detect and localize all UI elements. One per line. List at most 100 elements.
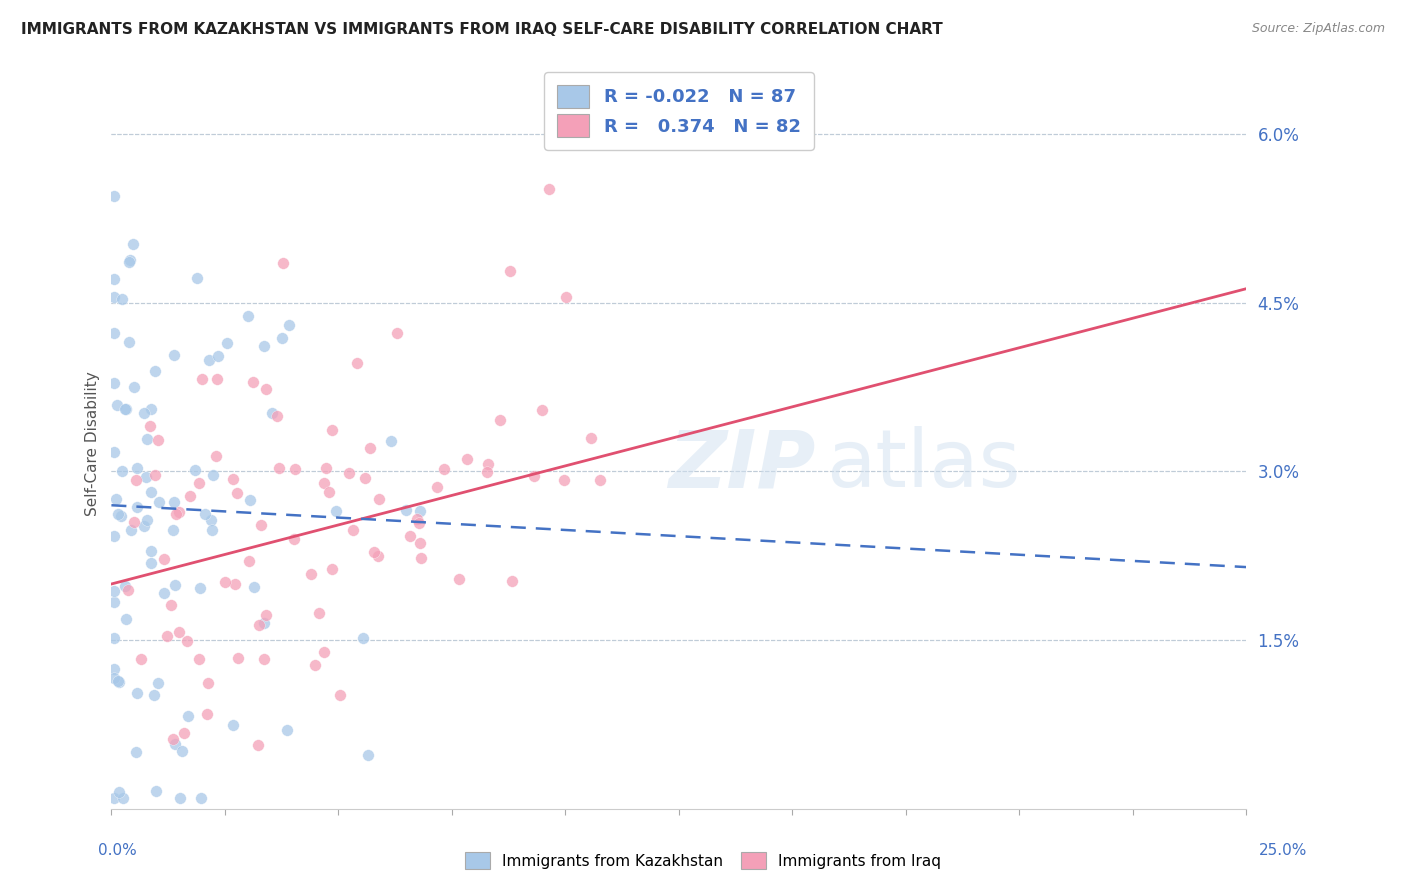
Y-axis label: Self-Care Disability: Self-Care Disability [86,371,100,516]
Point [188,582,211,596]
Point [124,515,146,529]
Point [148,494,170,508]
Point [215,335,238,350]
Legend: Immigrants from Kazakhstan, Immigrants from Iraq: Immigrants from Kazakhstan, Immigrants f… [458,846,948,875]
Point [114,401,136,416]
Point [103,376,125,390]
Point [352,631,374,645]
Point [191,372,214,386]
Point [380,434,402,449]
Point [108,785,131,799]
Point [346,356,368,370]
Point [221,718,243,732]
Point [385,326,408,340]
Point [139,485,162,500]
Point [200,513,222,527]
Point [104,491,127,506]
Point [342,523,364,537]
Point [115,612,138,626]
Point [141,556,163,570]
Point [283,532,305,546]
Point [267,461,290,475]
Point [186,270,208,285]
Point [188,651,211,665]
Point [271,331,294,345]
Point [238,493,260,508]
Point [312,645,335,659]
Point [278,318,301,332]
Point [449,572,471,586]
Point [163,348,186,362]
Point [142,688,165,702]
Point [103,326,125,340]
Point [489,413,512,427]
Point [367,549,389,563]
Point [308,607,330,621]
Point [250,517,273,532]
Point [354,471,377,485]
Point [409,551,432,566]
Point [299,566,322,581]
Point [238,554,260,568]
Point [363,545,385,559]
Point [523,469,546,483]
Point [125,745,148,759]
Point [124,379,146,393]
Point [163,737,186,751]
Point [179,489,201,503]
Point [110,508,132,523]
Point [246,738,269,752]
Point [409,536,432,550]
Point [153,552,176,566]
Point [125,473,148,487]
Legend: R = -0.022   N = 87, R =   0.374   N = 82: R = -0.022 N = 87, R = 0.374 N = 82 [544,72,814,150]
Point [329,689,352,703]
Point [103,584,125,599]
Point [132,406,155,420]
Point [395,503,418,517]
Point [118,334,141,349]
Point [145,783,167,797]
Point [111,790,134,805]
Point [581,431,603,445]
Point [169,625,191,640]
Point [409,504,432,518]
Point [118,255,141,269]
Point [247,618,270,632]
Point [224,576,246,591]
Point [477,465,499,479]
Point [368,492,391,507]
Point [499,264,522,278]
Point [243,580,266,594]
Point [408,516,430,530]
Point [165,578,187,592]
Point [260,406,283,420]
Point [160,598,183,612]
Point [143,468,166,483]
Point [195,707,218,722]
Point [477,457,499,471]
Point [177,709,200,723]
Point [276,723,298,737]
Point [197,352,219,367]
Point [132,519,155,533]
Point [117,582,139,597]
Point [139,401,162,416]
Point [156,629,179,643]
Point [114,579,136,593]
Text: atlas: atlas [827,426,1021,504]
Point [153,586,176,600]
Point [136,513,159,527]
Point [225,486,247,500]
Point [135,470,157,484]
Point [321,562,343,576]
Point [531,403,554,417]
Point [107,674,129,689]
Point [253,615,276,630]
Point [103,790,125,805]
Point [103,671,125,685]
Point [103,189,125,203]
Point [242,375,264,389]
Point [163,495,186,509]
Point [127,500,149,514]
